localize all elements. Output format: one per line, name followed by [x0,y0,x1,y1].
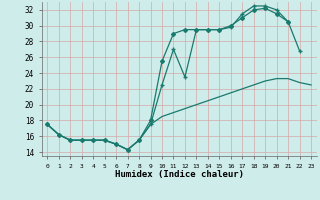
X-axis label: Humidex (Indice chaleur): Humidex (Indice chaleur) [115,170,244,179]
